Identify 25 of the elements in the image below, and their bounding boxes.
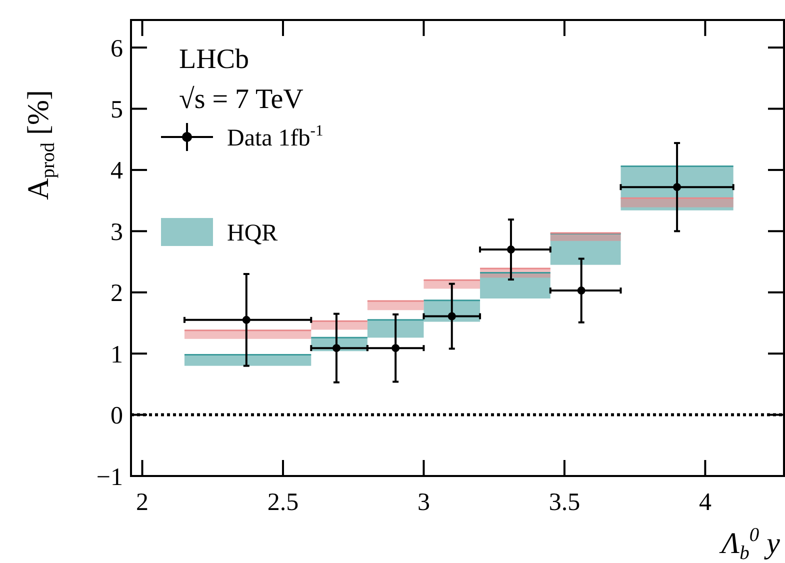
point: [392, 344, 400, 352]
y-tick-label: 3: [110, 218, 123, 246]
legend-label: Data 1fb$^{-1}$: [227, 122, 324, 152]
annotation: LHCb: [179, 44, 249, 75]
point: [242, 316, 250, 324]
y-tick-label: −1: [96, 464, 123, 491]
x-tick-label: 3: [417, 489, 430, 516]
point: [506, 246, 515, 254]
y-tick-label: 2: [110, 280, 123, 308]
x-tick-label: 2.5: [267, 489, 299, 516]
x-axis-title: Λ$_{b}$$^{0}$ y: [718, 525, 781, 563]
point: [577, 286, 586, 295]
legend-label: HQR: [227, 220, 278, 246]
x-tick-label: 2: [136, 489, 149, 516]
annotation: √s = 7 TeV: [179, 84, 304, 115]
y-tick-label: 0: [110, 402, 123, 430]
y-tick-label: 1: [110, 341, 123, 368]
point: [673, 183, 682, 192]
point: [448, 312, 456, 320]
x-tick-label: 3.5: [548, 489, 580, 516]
y-tick-label: 6: [110, 35, 123, 62]
point: [332, 344, 340, 352]
y-tick-label: 4: [110, 158, 124, 185]
y-tick-label: 5: [110, 96, 123, 124]
x-tick-label: 4: [698, 489, 712, 516]
